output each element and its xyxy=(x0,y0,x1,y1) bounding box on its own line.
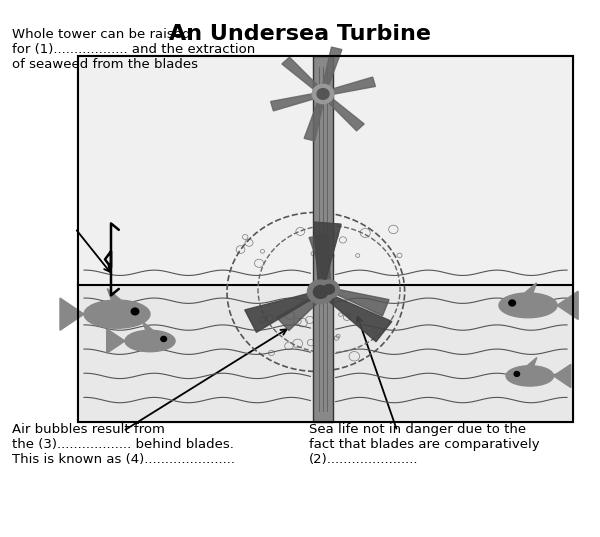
Polygon shape xyxy=(271,92,323,111)
Polygon shape xyxy=(320,291,392,342)
Polygon shape xyxy=(322,92,364,131)
Polygon shape xyxy=(304,93,325,141)
Polygon shape xyxy=(143,322,153,342)
Ellipse shape xyxy=(125,330,175,352)
Polygon shape xyxy=(282,57,325,96)
Text: Whole tower can be raised
for (1).................. and the extraction
of seawee: Whole tower can be raised for (1).......… xyxy=(12,28,255,71)
Text: Air bubbles result from
the (3).................. behind blades.
This is known a: Air bubbles result from the (3).........… xyxy=(12,423,235,466)
Polygon shape xyxy=(245,291,322,332)
Text: An Undersea Turbine: An Undersea Turbine xyxy=(169,24,431,44)
Bar xyxy=(313,56,332,422)
Circle shape xyxy=(317,89,329,99)
Ellipse shape xyxy=(506,366,554,386)
Circle shape xyxy=(313,286,328,299)
Polygon shape xyxy=(321,47,342,95)
Polygon shape xyxy=(527,358,537,376)
Polygon shape xyxy=(525,283,536,306)
Polygon shape xyxy=(314,222,341,292)
Circle shape xyxy=(319,280,339,299)
Bar xyxy=(78,56,573,422)
Bar xyxy=(78,56,573,285)
Polygon shape xyxy=(277,288,330,331)
Polygon shape xyxy=(107,329,125,353)
Circle shape xyxy=(307,280,334,304)
Polygon shape xyxy=(554,364,571,388)
Circle shape xyxy=(514,372,520,376)
Circle shape xyxy=(509,300,515,306)
Bar xyxy=(78,285,573,422)
Polygon shape xyxy=(107,289,121,315)
Polygon shape xyxy=(328,288,389,316)
Text: Sea life not in danger due to the
fact that blades are comparatively
(2)........: Sea life not in danger due to the fact t… xyxy=(309,423,539,466)
Circle shape xyxy=(323,285,334,294)
Bar xyxy=(78,56,573,422)
Polygon shape xyxy=(322,77,376,96)
Ellipse shape xyxy=(499,293,557,318)
Ellipse shape xyxy=(84,300,150,328)
Polygon shape xyxy=(60,298,84,330)
Circle shape xyxy=(312,84,334,104)
Circle shape xyxy=(161,336,167,342)
Polygon shape xyxy=(557,291,578,320)
Polygon shape xyxy=(309,235,331,289)
Circle shape xyxy=(131,308,139,315)
